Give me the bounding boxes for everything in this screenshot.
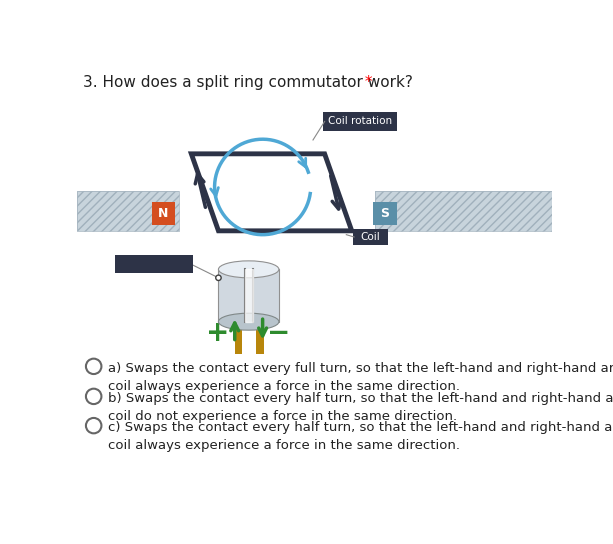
FancyBboxPatch shape bbox=[152, 202, 175, 225]
FancyBboxPatch shape bbox=[375, 191, 552, 231]
Text: Coil: Coil bbox=[360, 232, 380, 242]
Text: c) Swaps the contact every half turn, so that the left-hand and right-hand arms : c) Swaps the contact every half turn, so… bbox=[108, 421, 613, 452]
FancyBboxPatch shape bbox=[323, 112, 397, 131]
Text: +: + bbox=[206, 319, 229, 347]
Text: b) Swaps the contact every half turn, so that the left-hand and right-hand arms : b) Swaps the contact every half turn, so… bbox=[108, 392, 613, 423]
FancyBboxPatch shape bbox=[352, 228, 388, 245]
Text: 3. How does a split ring commutator work?: 3. How does a split ring commutator work… bbox=[83, 75, 413, 90]
FancyBboxPatch shape bbox=[235, 316, 243, 354]
Text: N: N bbox=[158, 207, 169, 220]
FancyBboxPatch shape bbox=[256, 316, 264, 354]
Text: *: * bbox=[360, 75, 373, 90]
FancyBboxPatch shape bbox=[373, 202, 397, 225]
FancyBboxPatch shape bbox=[77, 191, 179, 231]
Circle shape bbox=[86, 388, 101, 404]
Circle shape bbox=[86, 358, 101, 374]
Ellipse shape bbox=[218, 313, 279, 330]
Text: Coil rotation: Coil rotation bbox=[328, 116, 392, 127]
Circle shape bbox=[86, 418, 101, 434]
FancyBboxPatch shape bbox=[115, 256, 193, 273]
Circle shape bbox=[216, 275, 221, 281]
Ellipse shape bbox=[218, 261, 279, 278]
Text: −: − bbox=[267, 319, 290, 347]
FancyBboxPatch shape bbox=[218, 269, 279, 322]
Text: a) Swaps the contact every full turn, so that the left-hand and right-hand arms : a) Swaps the contact every full turn, so… bbox=[108, 362, 613, 393]
Text: Commutator: Commutator bbox=[121, 259, 187, 269]
Text: S: S bbox=[381, 207, 390, 220]
